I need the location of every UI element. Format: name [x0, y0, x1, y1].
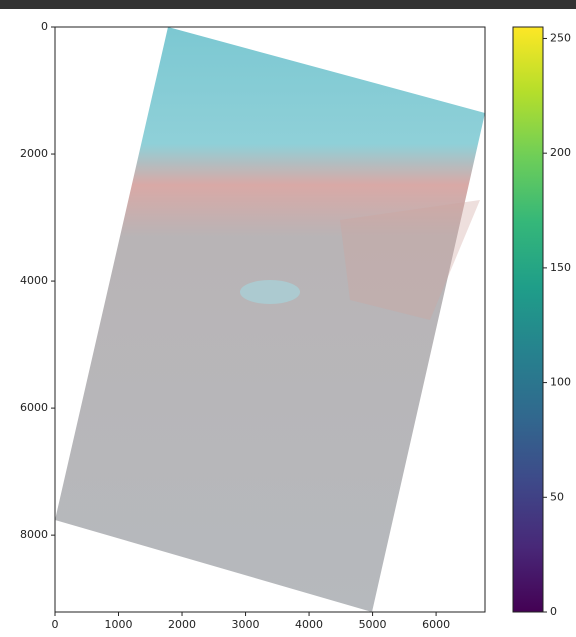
colorbar-tick-label: 250 — [550, 31, 571, 44]
y-tick-label: 8000 — [20, 528, 48, 541]
y-tick-label: 0 — [41, 20, 48, 33]
colorbar-tick-label: 200 — [550, 146, 571, 159]
x-tick-label: 3000 — [232, 618, 260, 631]
image-feature — [340, 200, 480, 320]
colorbar-tick-label: 150 — [550, 261, 571, 274]
y-tick-label: 6000 — [20, 401, 48, 414]
x-tick-label: 0 — [52, 618, 59, 631]
x-tick-label: 2000 — [168, 618, 196, 631]
x-tick-label: 4000 — [295, 618, 323, 631]
x-tick-label: 6000 — [422, 618, 450, 631]
y-tick-label: 4000 — [20, 274, 48, 287]
image — [55, 27, 485, 612]
colorbar-tick-label: 50 — [550, 490, 564, 503]
colorbar-tick-label: 0 — [550, 605, 557, 618]
y-tick-label: 2000 — [20, 147, 48, 160]
colorbar-tick-label: 100 — [550, 376, 571, 389]
colorbar — [513, 27, 543, 612]
image-feature — [240, 280, 300, 304]
x-tick-label: 1000 — [105, 618, 133, 631]
satellite-image — [55, 27, 485, 612]
chart: 0100020003000400050006000020004000600080… — [0, 0, 576, 637]
top-bar — [0, 0, 576, 9]
x-tick-label: 5000 — [359, 618, 387, 631]
